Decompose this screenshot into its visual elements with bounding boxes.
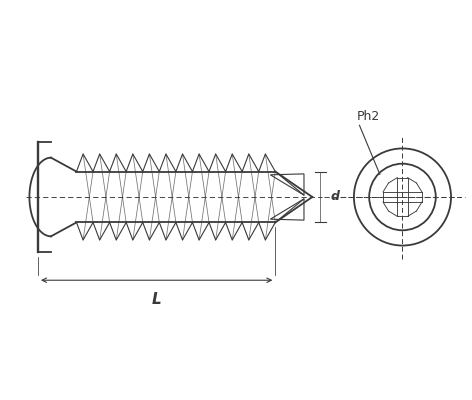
Text: Ph2: Ph2 (357, 110, 380, 123)
Text: d: d (330, 190, 339, 204)
Text: L: L (152, 292, 161, 307)
